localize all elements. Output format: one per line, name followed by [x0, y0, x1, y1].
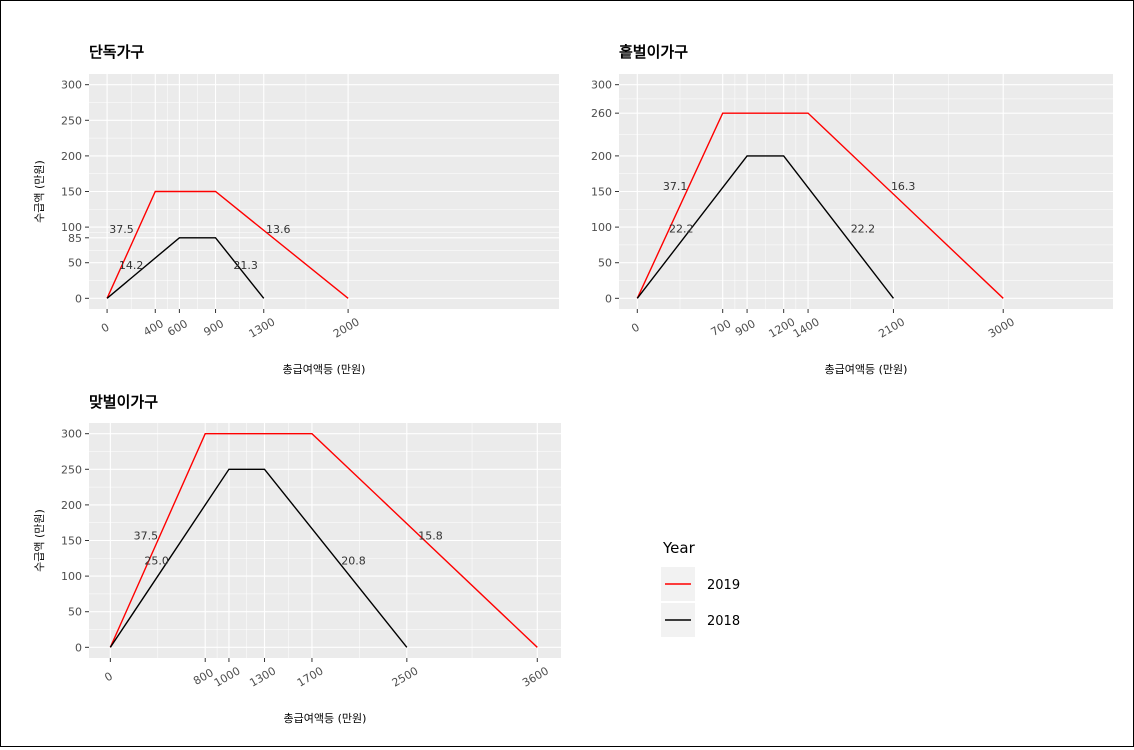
y-tick-label: 85	[68, 232, 82, 245]
legend-label-2018: 2018	[707, 614, 740, 629]
x-tick-label: 1400	[791, 315, 822, 340]
slope-annotation: 25.0	[144, 554, 169, 567]
series-line-2019	[636, 112, 1004, 299]
slope-annotation: 16.3	[891, 180, 916, 193]
y-tick-label: 300	[591, 79, 612, 92]
slope-annotation: 22.2	[669, 223, 694, 236]
y-tick-label: 250	[61, 463, 82, 476]
x-tick-label: 1700	[295, 664, 326, 689]
x-axis-label: 총급여액등 (만원)	[284, 712, 367, 725]
slope-annotation: 13.6	[266, 223, 291, 236]
x-tick-label: 1300	[247, 664, 278, 689]
y-tick-label: 300	[61, 79, 82, 92]
x-tick-label: 800	[191, 666, 216, 688]
x-tick-label: 1000	[212, 664, 243, 689]
series-line-2018	[636, 155, 894, 299]
y-tick-label: 260	[591, 107, 612, 120]
y-tick-label: 50	[68, 257, 82, 270]
y-tick-label: 150	[61, 186, 82, 199]
slope-annotation: 20.8	[341, 554, 366, 567]
x-tick-label: 1300	[247, 315, 278, 340]
x-tick-label: 900	[201, 317, 226, 339]
series-line-2019	[106, 190, 349, 299]
y-axis-label: 수급액 (만원)	[33, 509, 46, 572]
y-tick-label: 100	[61, 570, 82, 583]
slope-annotation: 14.2	[119, 259, 144, 272]
chart-title: 홑벌이가구	[619, 43, 688, 61]
x-tick-label: 400	[141, 317, 166, 339]
y-tick-label: 0	[605, 292, 612, 305]
x-axis-label: 총급여액등 (만원)	[283, 363, 366, 376]
x-tick-label: 2000	[331, 315, 362, 340]
x-axis-label: 총급여액등 (만원)	[825, 363, 908, 376]
x-tick-label: 0	[629, 321, 642, 336]
y-tick-label: 150	[61, 535, 82, 548]
x-tick-label: 600	[165, 317, 190, 339]
y-axis-label: 수급액 (만원)	[33, 160, 46, 223]
y-tick-label: 50	[598, 257, 612, 270]
slope-annotation: 21.3	[233, 259, 258, 272]
x-tick-label: 900	[733, 317, 758, 339]
x-tick-label: 700	[709, 317, 734, 339]
series-line-2018	[109, 468, 408, 648]
series-line-2018	[106, 237, 265, 299]
y-tick-label: 200	[61, 499, 82, 512]
slope-annotation: 37.1	[663, 180, 688, 193]
y-tick-label: 300	[61, 428, 82, 441]
y-tick-label: 100	[591, 221, 612, 234]
y-tick-label: 200	[61, 150, 82, 163]
slope-annotation: 37.5	[134, 530, 159, 543]
y-tick-label: 0	[75, 641, 82, 654]
slope-annotation: 37.5	[109, 223, 134, 236]
x-tick-label: 0	[99, 321, 112, 336]
chart-title: 단독가구	[89, 43, 144, 61]
slope-annotation: 22.2	[851, 223, 876, 236]
slope-annotation: 15.8	[418, 530, 443, 543]
chart-title: 맞벌이가구	[89, 393, 158, 411]
y-tick-label: 100	[61, 221, 82, 234]
x-tick-label: 0	[102, 670, 115, 685]
y-tick-label: 150	[591, 186, 612, 199]
series-line-2019	[109, 432, 538, 648]
y-tick-label: 0	[75, 292, 82, 305]
y-tick-label: 50	[68, 606, 82, 619]
y-tick-label: 250	[61, 114, 82, 127]
x-tick-label: 3600	[520, 664, 551, 689]
y-tick-label: 200	[591, 150, 612, 163]
legend: Year 2019 2018	[661, 539, 740, 637]
x-tick-label: 2500	[390, 664, 421, 689]
x-tick-label: 3000	[986, 315, 1017, 340]
x-tick-label: 2100	[876, 315, 907, 340]
legend-label-2019: 2019	[707, 578, 740, 593]
legend-title: Year	[662, 539, 696, 557]
